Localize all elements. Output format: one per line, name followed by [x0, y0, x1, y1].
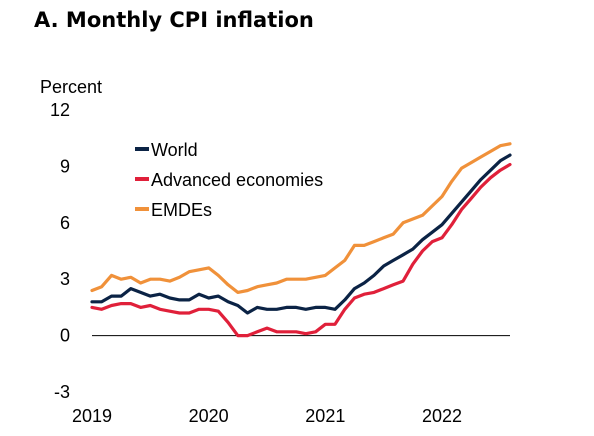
y-tick-label: 3 — [60, 269, 70, 289]
legend-label: EMDEs — [151, 200, 212, 220]
y-tick-label: -3 — [54, 382, 70, 402]
y-tick-label: 6 — [60, 213, 70, 233]
series-line-world — [90, 153, 512, 315]
x-tick-label: 2020 — [189, 406, 229, 426]
legend: World Advanced economies EMDEs — [135, 140, 323, 220]
legend-label: World — [151, 140, 198, 160]
x-tick-label: 2021 — [305, 406, 345, 426]
y-axis-label: Percent — [40, 77, 102, 97]
x-tick-labels: 2019 2020 2021 2022 — [72, 406, 462, 426]
y-tick-label: 12 — [50, 100, 70, 120]
series-line-advanced-economies — [90, 162, 512, 338]
y-tick-label: 9 — [60, 156, 70, 176]
chart-title: A. Monthly CPI inflation — [34, 8, 314, 32]
series-lines — [90, 142, 512, 338]
y-tick-label: 0 — [60, 326, 70, 346]
y-tick-labels: 12 9 6 3 0 -3 — [50, 100, 70, 402]
legend-label: Advanced economies — [151, 170, 323, 190]
series-line-emdes — [90, 142, 512, 294]
x-tick-label: 2022 — [422, 406, 462, 426]
x-tick-label: 2019 — [72, 406, 112, 426]
